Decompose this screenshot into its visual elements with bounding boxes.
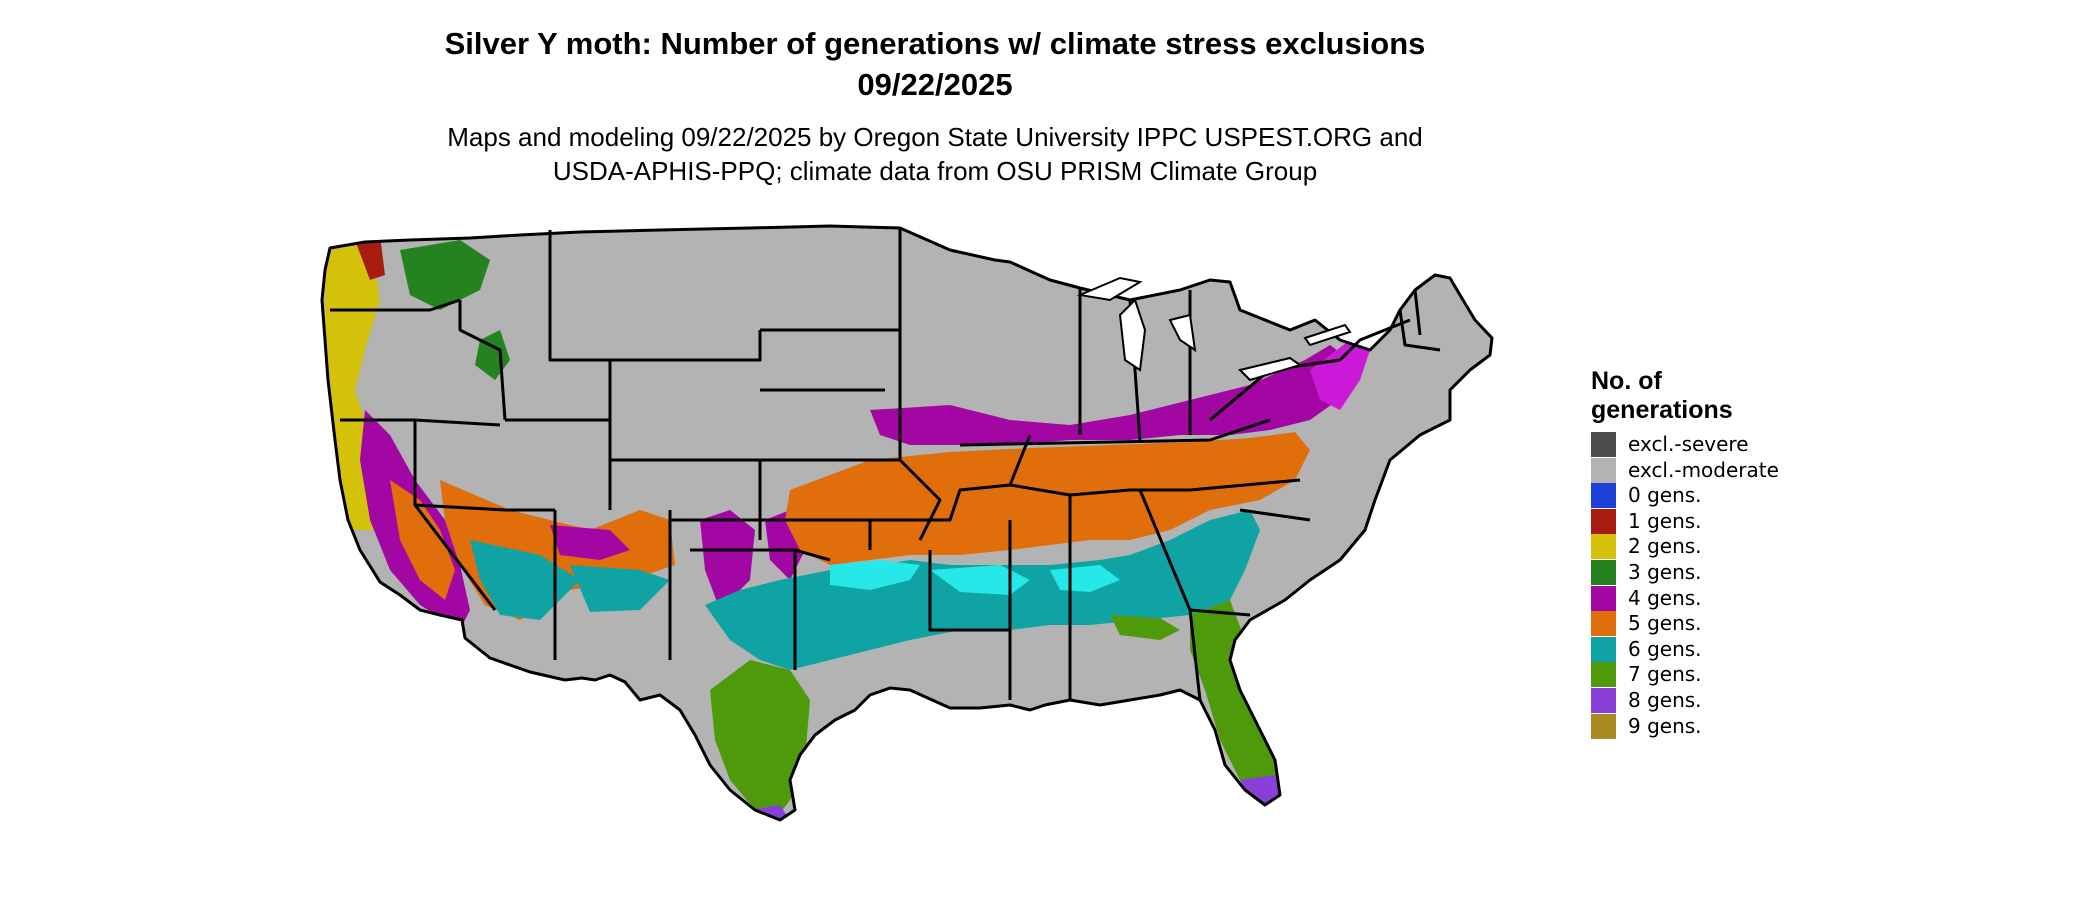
- legend-label: 9 gens.: [1628, 713, 1702, 738]
- legend-label: 2 gens.: [1628, 534, 1702, 559]
- state-boundaries: [320, 224, 1494, 822]
- legend-item: excl.-severe: [1591, 432, 1749, 458]
- legend: No. of generations excl.-severe excl.-mo…: [1591, 367, 1779, 740]
- legend-swatch: [1591, 611, 1616, 637]
- legend-item: 7 gens.: [1591, 662, 1733, 688]
- legend-label: 7 gens.: [1628, 662, 1702, 687]
- legend-label: excl.-moderate: [1628, 457, 1779, 482]
- legend-title: No. of generations: [1591, 367, 1733, 425]
- legend-swatch: [1591, 432, 1616, 457]
- legend-swatch: [1591, 687, 1616, 713]
- model-raster: [322, 226, 1492, 820]
- legend-label: 8 gens.: [1628, 687, 1702, 712]
- legend-title-line-2: generations: [1591, 396, 1733, 424]
- legend-swatch: [1591, 508, 1616, 534]
- legend-item: 1 gens.: [1591, 508, 1733, 535]
- legend-label: 0 gens.: [1628, 483, 1702, 508]
- legend-swatch: [1591, 713, 1616, 739]
- map-date: 09/22/2025: [857, 67, 1013, 102]
- legend-item: excl.-moderate: [1591, 457, 1779, 484]
- legend-swatch: [1591, 457, 1616, 483]
- legend-label: 5 gens.: [1628, 611, 1702, 636]
- map-credit-line-2: USDA-APHIS-PPQ; climate data from OSU PR…: [552, 156, 1318, 186]
- legend-swatch: [1591, 636, 1616, 662]
- legend-item: 6 gens.: [1591, 636, 1733, 663]
- legend-label: 4 gens.: [1628, 585, 1702, 610]
- legend-item: 5 gens.: [1591, 611, 1733, 637]
- legend-item: 8 gens.: [1591, 687, 1733, 714]
- legend-swatch: [1591, 585, 1616, 611]
- legend-title-line-1: No. of: [1591, 367, 1662, 395]
- legend-item: 9 gens.: [1591, 713, 1733, 740]
- legend-item: 3 gens.: [1591, 559, 1733, 586]
- legend-item: 0 gens.: [1591, 483, 1733, 509]
- legend-item: 4 gens.: [1591, 585, 1733, 612]
- legend-swatch: [1591, 662, 1616, 688]
- legend-swatch: [1591, 534, 1616, 560]
- great-lakes: [1076, 276, 1352, 382]
- legend-label: 3 gens.: [1628, 559, 1702, 584]
- legend-item: 2 gens.: [1591, 534, 1733, 560]
- map-credit-line-1: Maps and modeling 09/22/2025 by Oregon S…: [447, 122, 1423, 152]
- us-generations-map: [320, 224, 1494, 822]
- legend-label: 1 gens.: [1628, 508, 1702, 533]
- legend-swatch: [1591, 559, 1616, 585]
- legend-label: excl.-severe: [1628, 432, 1749, 456]
- legend-label: 6 gens.: [1628, 636, 1702, 661]
- map-title: Silver Y moth: Number of generations w/ …: [444, 26, 1426, 61]
- legend-swatch: [1591, 483, 1616, 509]
